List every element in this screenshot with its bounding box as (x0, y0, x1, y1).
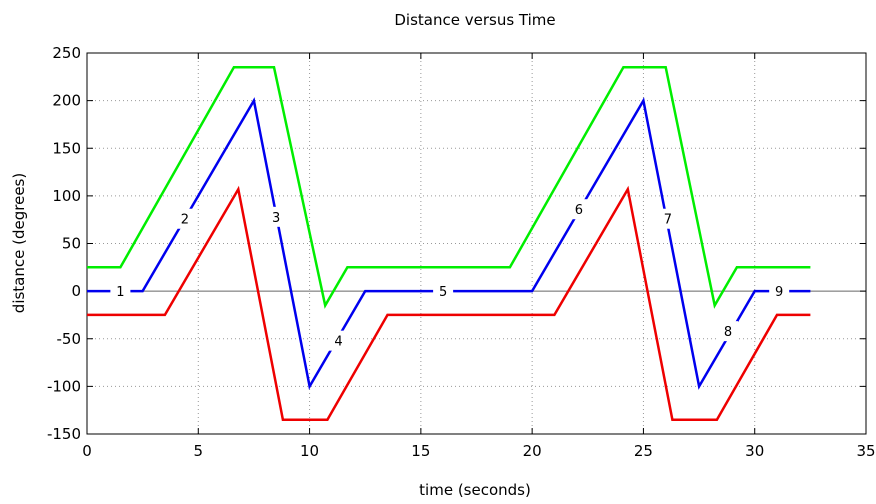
annotation-label: 8 (724, 325, 732, 340)
annotation-box (568, 199, 589, 220)
x-tick-label: 15 (411, 442, 430, 460)
annotation-label: 4 (334, 335, 342, 350)
x-tick-label: 5 (194, 442, 204, 460)
series-line-0 (87, 66, 811, 309)
annotation-box (110, 281, 131, 302)
annotation-box (433, 281, 454, 302)
x-tick-label: 25 (634, 442, 653, 460)
annotation-label: 9 (775, 285, 783, 300)
annotation-label: 7 (664, 213, 672, 228)
annotation-box (328, 330, 349, 351)
annotation-label: 2 (181, 213, 189, 228)
x-tick-label: 30 (745, 442, 764, 460)
annotation-label: 5 (439, 285, 447, 300)
chart-title: Distance versus Time (394, 11, 555, 29)
x-tick-label: 0 (82, 442, 92, 460)
y-tick-label: 50 (62, 235, 81, 253)
annotation-label: 6 (575, 203, 583, 218)
x-tick-label: 10 (300, 442, 319, 460)
y-tick-label: -50 (57, 330, 82, 348)
annotation-box (769, 281, 790, 302)
annotation-box (266, 206, 287, 227)
annotation-box (174, 208, 195, 229)
annotation-label: 1 (116, 285, 124, 300)
x-tick-label: 20 (523, 442, 542, 460)
y-tick-label: 100 (52, 187, 81, 205)
y-tick-label: -150 (47, 425, 81, 443)
y-tick-label: 150 (52, 139, 81, 157)
y-tick-label: 200 (52, 92, 81, 110)
y-axis-label: distance (degrees) (10, 173, 28, 313)
y-tick-label: 250 (52, 44, 81, 62)
annotation-label: 3 (272, 211, 280, 226)
annotation-box (718, 321, 739, 342)
x-tick-label: 35 (856, 442, 875, 460)
y-tick-label: -100 (47, 377, 81, 395)
plot-area: 0 5 10 15 20 25 30 35-150-100-50050100150200250… (47, 44, 876, 460)
series-line-2 (87, 185, 811, 421)
annotation-box (657, 208, 678, 229)
y-tick-label: 0 (71, 282, 81, 300)
x-axis-label: time (seconds) (419, 481, 531, 499)
